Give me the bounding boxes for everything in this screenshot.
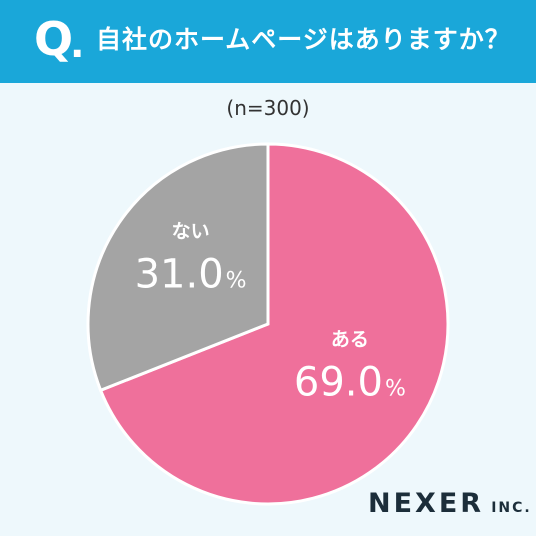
logo-inc: INC. [491, 500, 532, 516]
slice-label-group-1: ある 69.0% [294, 329, 406, 406]
sample-size: (n=300) [226, 96, 310, 120]
question-text: 自社のホームページはありますか？ [96, 25, 511, 54]
q-mark: Q [34, 12, 74, 66]
q-dot: . [70, 22, 85, 66]
slice-value-label: 31.0% [135, 251, 247, 297]
company-logo: NEXER INC. [368, 488, 532, 519]
slice-category-label: ない [172, 220, 210, 242]
question-header: Q . 自社のホームページはありますか？ [0, 0, 536, 83]
slice-label-group-2: ない 31.0% [135, 220, 247, 297]
pie-slice-1 [98, 142, 450, 506]
pie-slice-2 [86, 142, 270, 393]
logo-text: NEXER [368, 488, 485, 519]
slice-value-label: 69.0% [294, 360, 406, 406]
slice-category-label: ある [331, 329, 369, 351]
